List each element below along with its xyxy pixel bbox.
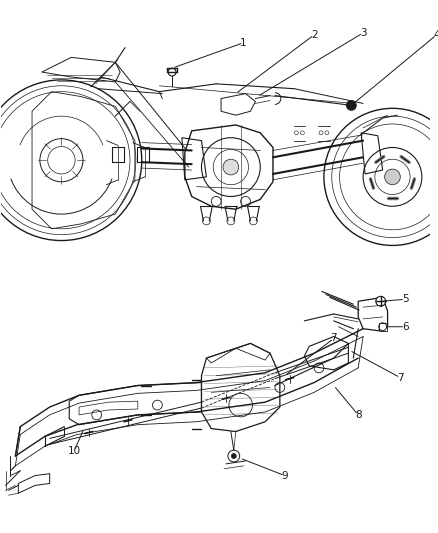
Text: 9: 9 [282,471,288,481]
Circle shape [385,169,400,185]
Text: 6: 6 [402,322,409,332]
Bar [379,323,387,330]
Text: 4: 4 [433,30,438,40]
Circle shape [231,454,236,458]
Text: 1: 1 [240,38,247,47]
Text: 3: 3 [360,28,367,38]
Text: 7: 7 [397,373,404,383]
Text: 10: 10 [67,446,81,456]
Circle shape [228,450,240,462]
Circle shape [223,159,239,175]
Circle shape [168,68,176,76]
Circle shape [376,296,385,306]
Text: 5: 5 [402,294,409,304]
Text: 7: 7 [330,334,337,343]
Text: 2: 2 [311,30,318,40]
Circle shape [346,101,356,110]
Circle shape [379,323,387,330]
Text: 8: 8 [355,410,361,420]
